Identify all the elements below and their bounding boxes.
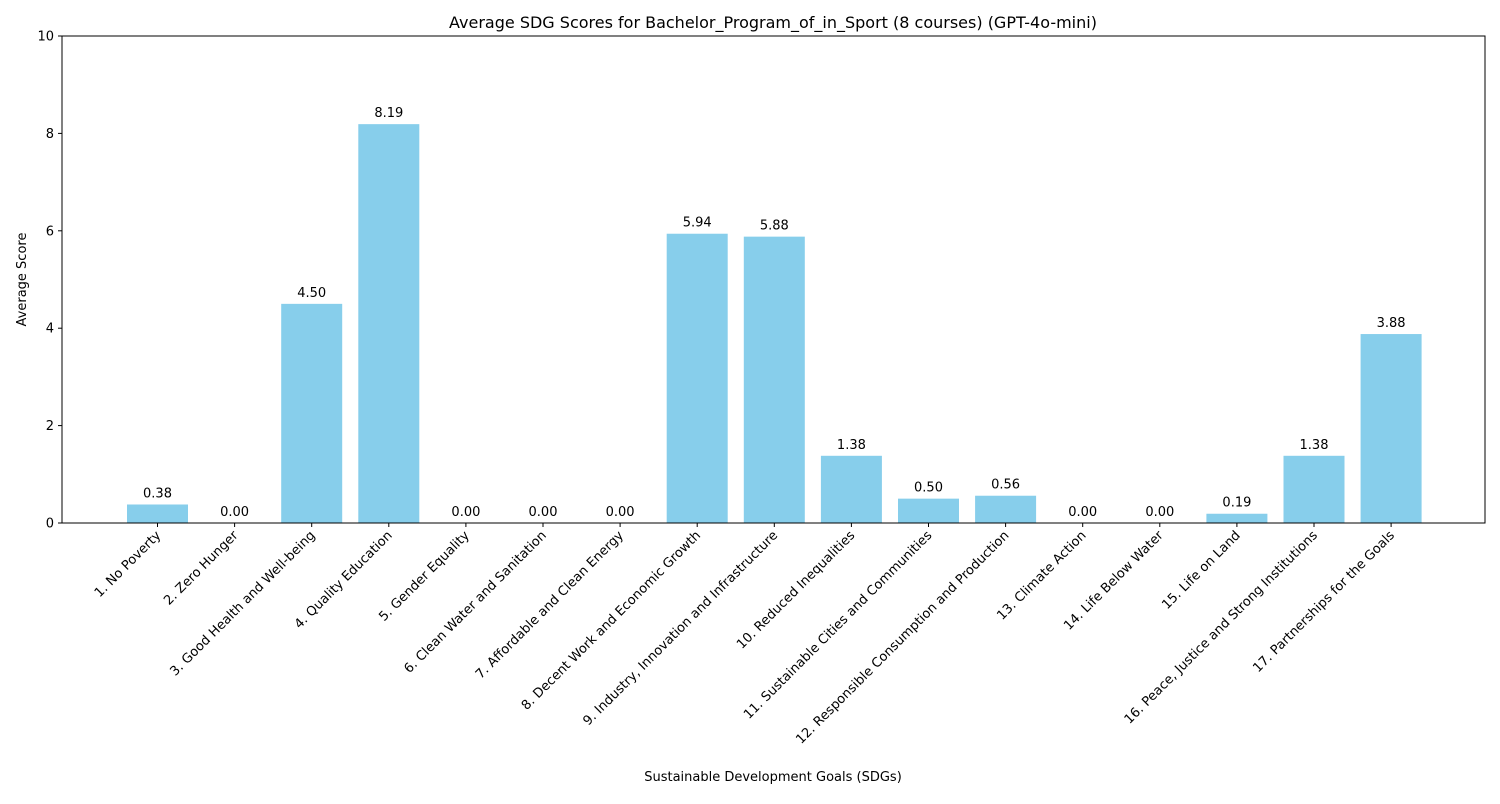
bar (743, 236, 805, 524)
x-tick-label: 3. Good Health and Well-being (167, 528, 318, 679)
x-tick-label: 1. No Poverty (92, 528, 165, 601)
bars-layer (127, 124, 1422, 524)
x-tick-label: 8. Decent Work and Economic Growth (519, 528, 704, 713)
data-label: 0.00 (606, 505, 635, 520)
x-tick-label: 2. Zero Hunger (161, 528, 242, 609)
plot-frame (61, 35, 1486, 524)
data-label: 0.00 (451, 505, 480, 520)
y-tick-label: 4 (46, 322, 54, 337)
data-label: 0.00 (220, 505, 249, 520)
bar (358, 124, 420, 523)
bar (898, 498, 959, 523)
data-label: 0.19 (1222, 496, 1251, 511)
y-tick-label: 10 (37, 30, 54, 45)
bar (1206, 513, 1268, 523)
y-tick-label: 8 (46, 127, 54, 142)
data-label: 8.19 (374, 106, 403, 121)
bar (281, 303, 343, 523)
x-axis-label: Sustainable Development Goals (SDGs) (644, 770, 902, 785)
data-label: 1.38 (837, 438, 866, 453)
y-axis: 0 2 4 6 8 10 (37, 30, 62, 532)
bar (666, 233, 728, 524)
data-label: 0.50 (914, 481, 943, 496)
data-label: 0.56 (991, 478, 1020, 493)
y-tick-label: 0 (46, 517, 54, 532)
bar (127, 504, 188, 523)
bar (1283, 455, 1345, 523)
data-label: 0.00 (1145, 505, 1174, 520)
data-label: 0.00 (529, 505, 558, 520)
x-tick-label: 17. Partnerships for the Goals (1250, 528, 1398, 676)
data-label: 4.50 (297, 286, 326, 301)
data-label: 0.38 (143, 486, 172, 501)
y-tick-label: 6 (46, 224, 54, 239)
bar (1360, 334, 1422, 523)
bar (820, 455, 882, 523)
data-label: 5.88 (760, 219, 789, 234)
data-label: 5.94 (683, 216, 712, 231)
chart-title: Average SDG Scores for Bachelor_Program_… (449, 13, 1097, 33)
x-tick-label: 15. Life on Land (1159, 528, 1243, 612)
bar (975, 495, 1037, 523)
data-label: 3.88 (1377, 316, 1406, 331)
y-axis-label: Average Score (15, 233, 30, 327)
x-tick-label: 7. Affordable and Clean Energy (473, 528, 627, 682)
data-label: 1.38 (1300, 438, 1329, 453)
y-tick-label: 2 (46, 419, 54, 434)
data-label: 0.00 (1068, 505, 1097, 520)
x-tick-label: 6. Clean Water and Sanitation (402, 528, 550, 676)
data-labels-layer: 0.38 0.00 4.50 8.19 0.00 0.00 0.00 5.94 5.88 1.38… (143, 106, 1406, 520)
